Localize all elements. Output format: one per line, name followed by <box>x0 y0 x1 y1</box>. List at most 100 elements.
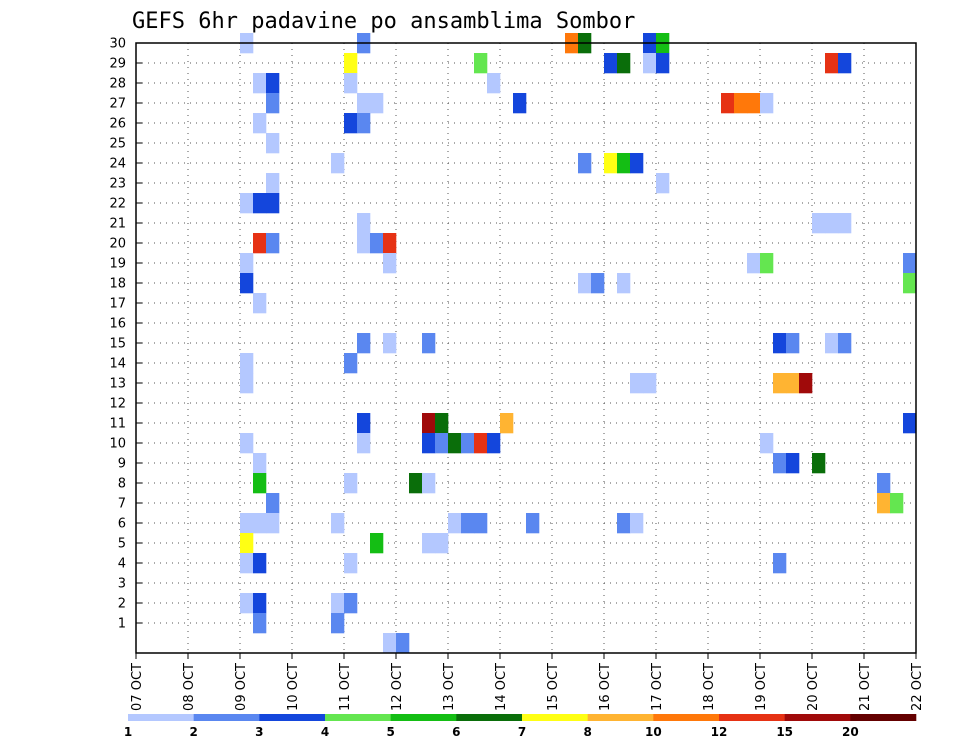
heatmap-cell <box>487 73 501 94</box>
heatmap-cell <box>253 233 267 254</box>
heatmap-cell <box>890 493 904 514</box>
heatmap-cell <box>370 93 384 114</box>
heatmap-cell <box>357 413 371 434</box>
heatmap-cell <box>448 433 462 454</box>
heatmap-cell <box>617 153 631 174</box>
heatmap-cell <box>903 413 917 434</box>
legend-label: 6 <box>452 725 460 739</box>
y-tick-label: 19 <box>109 257 126 272</box>
heatmap-cell <box>331 153 345 174</box>
heatmap-cell <box>812 213 826 234</box>
heatmap-cell <box>253 593 267 614</box>
y-tick-label: 6 <box>118 517 126 532</box>
y-tick-label: 5 <box>118 537 126 552</box>
y-tick-label: 16 <box>109 317 126 332</box>
x-tick-label: 14 OCT <box>494 663 509 711</box>
heatmap-cell <box>630 153 644 174</box>
heatmap-cell <box>448 513 462 534</box>
y-tick-label: 22 <box>109 197 126 212</box>
heatmap-cell <box>331 613 345 634</box>
heatmap-cell <box>357 333 371 354</box>
heatmap-cell <box>383 333 397 354</box>
y-tick-label: 15 <box>109 337 126 352</box>
x-tick-label: 12 OCT <box>390 663 405 711</box>
heatmap-cell <box>617 513 631 534</box>
heatmap-cell <box>370 233 384 254</box>
heatmap-cell <box>344 113 358 134</box>
heatmap-cell <box>903 253 917 274</box>
legend-label: 12 <box>711 725 728 739</box>
heatmap-cell <box>344 553 358 574</box>
y-tick-label: 4 <box>118 557 126 572</box>
legend-swatch <box>784 714 851 721</box>
heatmap-cell <box>422 333 436 354</box>
y-tick-label: 23 <box>109 177 126 192</box>
legend-label: 2 <box>189 725 197 739</box>
y-tick-label: 24 <box>109 157 126 172</box>
legend-swatch <box>522 714 588 721</box>
heatmap-cell <box>760 433 774 454</box>
heatmap-cell <box>838 213 852 234</box>
chart-title: GEFS 6hr padavine po ansamblima Sombor <box>132 9 635 34</box>
legend-label: 8 <box>583 725 591 739</box>
heatmap-cell <box>422 413 436 434</box>
legend-label: 5 <box>386 725 394 739</box>
heatmap-cell <box>903 273 917 294</box>
heatmap-cell <box>760 253 774 274</box>
x-tick-label: 22 OCT <box>910 663 925 711</box>
heatmap-cell <box>630 513 644 534</box>
x-tick-label: 17 OCT <box>650 663 665 711</box>
heatmap-cell <box>253 473 267 494</box>
y-tick-label: 9 <box>118 457 126 472</box>
heatmap-cell <box>513 93 527 114</box>
heatmap-cell <box>240 193 254 214</box>
heatmap-cell <box>786 373 800 394</box>
heatmap-cell <box>253 513 267 534</box>
heatmap-cell <box>344 593 358 614</box>
heatmap-cell <box>877 473 891 494</box>
heatmap-cell <box>240 513 254 534</box>
heatmap-cell <box>240 593 254 614</box>
x-tick-label: 19 OCT <box>754 663 769 711</box>
y-tick-label: 28 <box>109 77 126 92</box>
heatmap-cell <box>344 473 358 494</box>
heatmap-cell <box>253 553 267 574</box>
x-axis: 07 OCT 08 OCT 09 OCT 10 OCT 11 OCT 12 OCT 13 O… <box>130 653 925 711</box>
heatmap-cell <box>266 513 280 534</box>
heatmap-cell <box>643 53 657 74</box>
heatmap-cell <box>383 233 397 254</box>
y-tick-label: 7 <box>118 497 126 512</box>
legend-label: 7 <box>518 725 526 739</box>
heatmap-cell <box>825 333 839 354</box>
legend-label: 3 <box>255 725 263 739</box>
heatmap-cell <box>773 453 787 474</box>
heatmap-cell <box>240 353 254 374</box>
heatmap-cell <box>266 173 280 194</box>
heatmap-cell <box>643 373 657 394</box>
legend-swatch <box>653 714 720 721</box>
heatmap-cell <box>825 53 839 74</box>
x-tick-label: 07 OCT <box>130 663 145 711</box>
heatmap-cell <box>630 373 644 394</box>
plot-frame <box>135 42 917 654</box>
y-tick-label: 1 <box>118 617 126 632</box>
heatmap-cell <box>409 473 423 494</box>
heatmap-cells <box>240 33 917 654</box>
x-tick-label: 18 OCT <box>702 663 717 711</box>
heatmap-cell <box>604 53 618 74</box>
heatmap-cell <box>578 273 592 294</box>
color-legend: 1 2 3 4 5 6 7 8 10 12 15 20 <box>124 714 917 739</box>
heatmap-cell <box>357 113 371 134</box>
heatmap-cell <box>786 333 800 354</box>
heatmap-cell <box>435 433 449 454</box>
heatmap-cell <box>253 113 267 134</box>
y-tick-label: 20 <box>109 237 126 252</box>
heatmap-cell <box>591 273 605 294</box>
y-tick-label: 18 <box>109 277 126 292</box>
heatmap-cell <box>578 153 592 174</box>
heatmap-cell <box>422 433 436 454</box>
x-tick-label: 13 OCT <box>442 663 457 711</box>
x-tick-label: 11 OCT <box>338 663 353 711</box>
heatmap-cell <box>786 453 800 474</box>
x-tick-label: 10 OCT <box>286 663 301 711</box>
